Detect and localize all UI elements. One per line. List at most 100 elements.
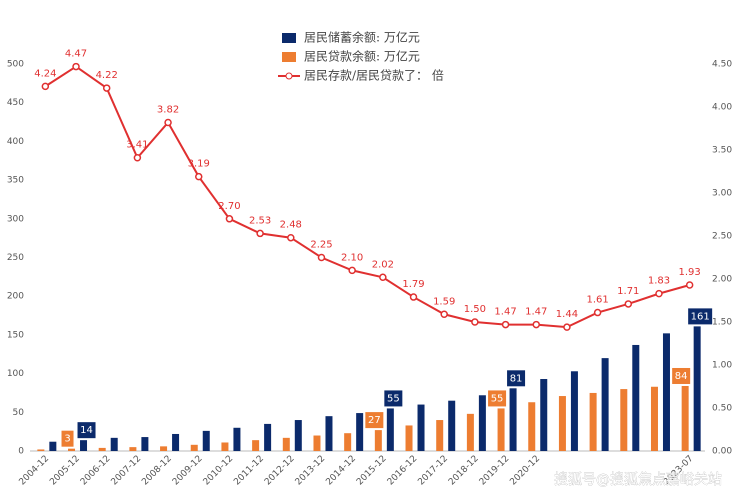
data-label: 81 [510, 373, 523, 384]
y2-tick-label: 0.00 [712, 447, 732, 457]
data-label: 55 [387, 393, 400, 404]
data-label-box [672, 367, 691, 384]
y2-tick-label: 3.00 [712, 189, 732, 199]
line-marker [409, 293, 418, 301]
bar [264, 423, 272, 451]
line-marker [685, 281, 694, 289]
bar [478, 395, 486, 451]
data-label: 1.79 [402, 279, 424, 290]
bar [294, 420, 302, 451]
bar [282, 437, 290, 451]
bar [528, 402, 536, 451]
bar [325, 416, 333, 451]
bar [632, 344, 640, 451]
legend-label: 居民储蓄余额: 万亿元 [304, 30, 420, 45]
line-marker [501, 320, 510, 329]
data-label-box [507, 370, 526, 387]
line-marker [195, 172, 203, 181]
legend-swatch [282, 33, 296, 43]
x-tick-label: 2012-12 [263, 454, 297, 488]
bar [129, 447, 137, 451]
x-tick-label: 2011-12 [232, 454, 266, 488]
line-marker [379, 273, 387, 282]
x-tick-label: 2015-12 [355, 454, 389, 488]
bar [374, 430, 382, 451]
bar [37, 449, 45, 451]
data-label: 1.47 [494, 307, 516, 318]
bar [98, 447, 106, 451]
data-label: 27 [368, 415, 381, 426]
bar [405, 425, 413, 451]
legend-label: 居民贷款余额: 万亿元 [304, 49, 420, 64]
line-marker [287, 233, 295, 242]
x-tick-label: 2014-12 [324, 454, 358, 488]
bar [589, 392, 597, 451]
data-label-box [688, 308, 713, 325]
bar [509, 388, 517, 451]
x-tick-label: 2010-12 [202, 454, 236, 488]
y-tick-label: 450 [7, 98, 24, 108]
x-tick-label: 2007-12 [110, 454, 144, 488]
bar [344, 433, 352, 451]
bar [693, 326, 701, 451]
y-tick-label: 300 [7, 214, 24, 224]
bar [681, 385, 689, 451]
line-marker [593, 308, 602, 317]
line-marker [102, 84, 111, 92]
line-marker [317, 253, 326, 262]
bar [202, 430, 210, 451]
line-marker [624, 300, 633, 308]
bar [466, 413, 474, 451]
bar [448, 400, 456, 451]
y-tick-label: 200 [7, 292, 24, 302]
data-label: 4.22 [96, 70, 118, 81]
bar [221, 442, 229, 451]
data-label: 2.25 [310, 240, 332, 251]
y2-tick-label: 1.50 [712, 318, 732, 328]
data-label: 1.93 [679, 267, 701, 278]
x-tick-label: 2009-12 [171, 454, 205, 488]
y-tick-label: 250 [7, 253, 24, 263]
bar [356, 413, 364, 451]
y2-tick-label: 2.50 [712, 232, 732, 242]
legend-swatch [285, 72, 293, 80]
x-tick-label: 2013-12 [294, 454, 328, 488]
y2-tick-label: 0.50 [712, 404, 732, 414]
bar [252, 440, 260, 451]
data-label: 14 [80, 425, 93, 436]
x-tick-label: 2008-12 [140, 454, 174, 488]
data-label-box [488, 390, 507, 407]
line-marker [225, 215, 234, 223]
data-label: 3.82 [157, 104, 179, 115]
bar [172, 433, 180, 451]
x-tick-label: 2017-12 [416, 454, 450, 488]
bar [662, 333, 670, 451]
data-label-box [384, 390, 403, 407]
bar [80, 440, 88, 451]
y-tick-label: 150 [7, 330, 24, 340]
data-label: 2.48 [280, 220, 302, 231]
x-tick-label: 2016-12 [386, 454, 420, 488]
bar [650, 386, 658, 451]
x-tick-label: 2005-12 [48, 454, 82, 488]
x-tick-label: 2004-12 [18, 454, 52, 488]
data-label: 1.71 [617, 286, 639, 297]
line-marker [256, 229, 264, 238]
line [44, 65, 690, 329]
bar [49, 441, 57, 451]
y-tick-label: 100 [7, 369, 24, 379]
x-tick-label: 2018-12 [447, 454, 481, 488]
line-marker [348, 266, 356, 275]
data-label: 1.61 [586, 295, 608, 306]
legend-label: 居民存款/居民贷款了： 倍 [304, 68, 444, 83]
y2-tick-label: 3.50 [712, 146, 732, 156]
line-marker [532, 320, 540, 329]
data-label: 1.59 [433, 296, 455, 307]
data-label-box [61, 430, 74, 447]
line-marker [133, 153, 142, 162]
data-label: 3.41 [126, 140, 148, 151]
data-label: 3.19 [188, 159, 210, 170]
watermark: 搜狐号@搜狐焦点嘉峪关站 [554, 472, 722, 488]
data-label: 161 [691, 311, 710, 322]
